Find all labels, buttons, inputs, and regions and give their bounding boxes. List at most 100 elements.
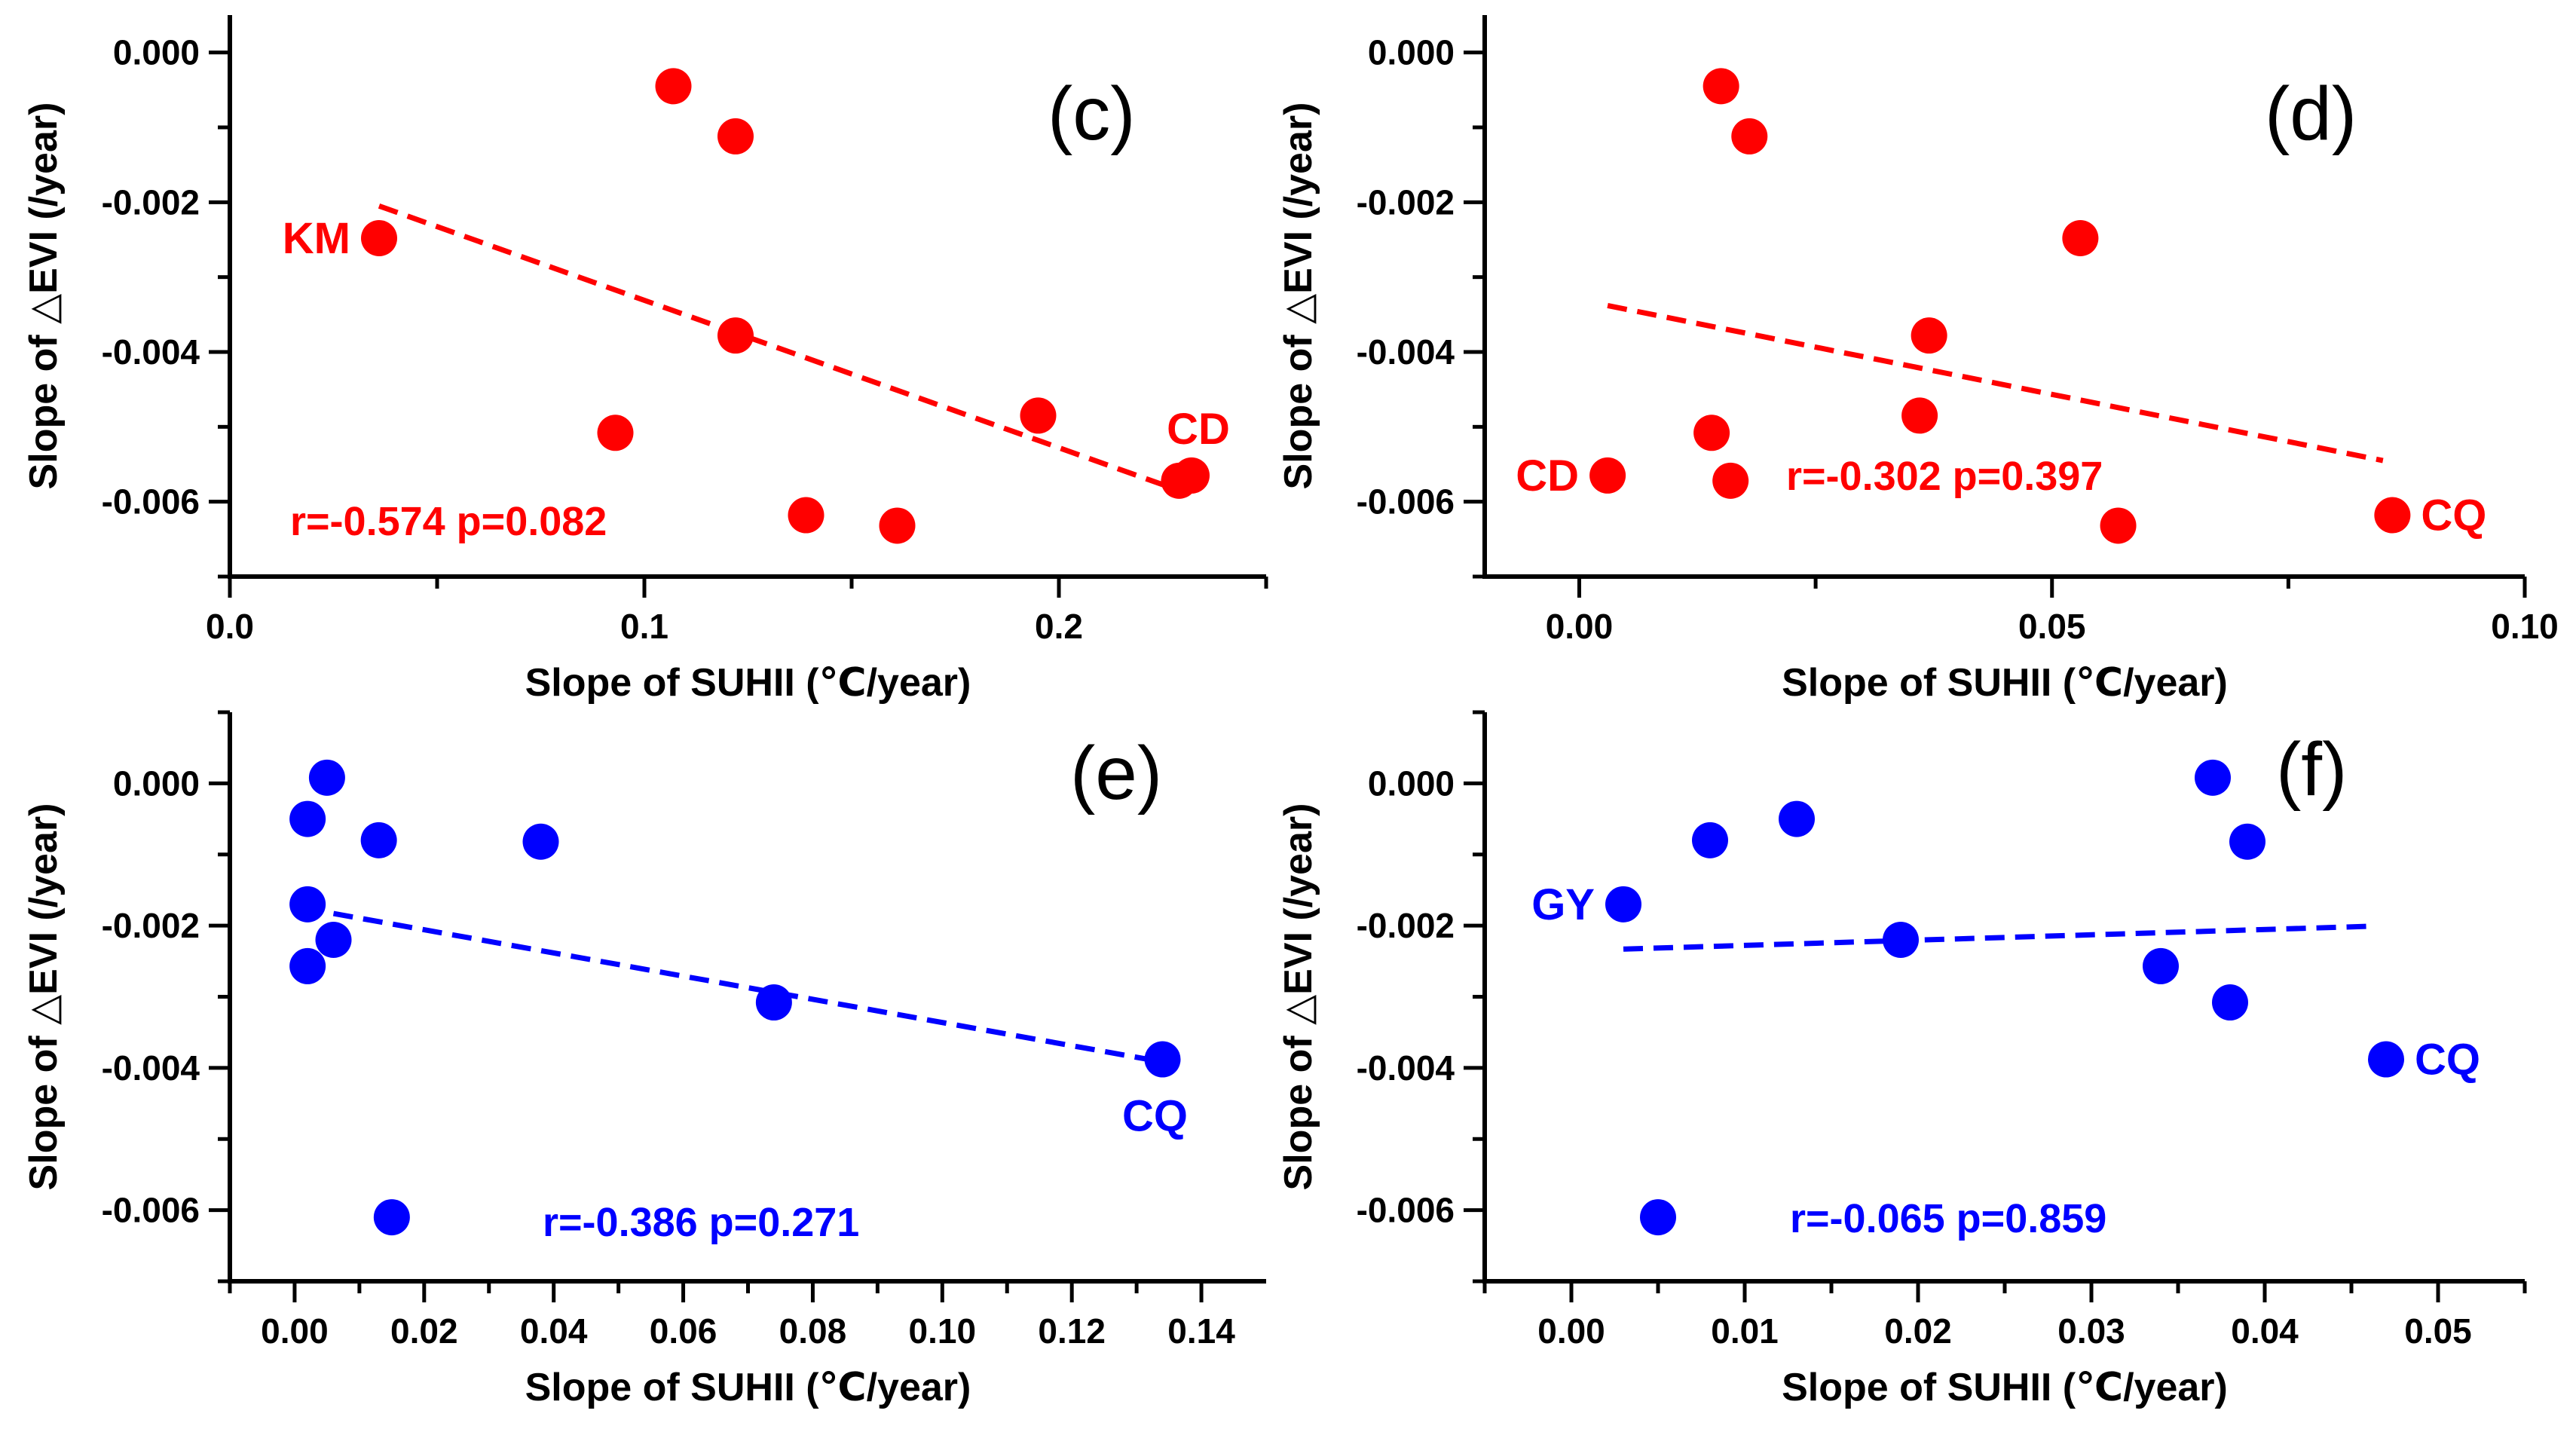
- correlation-stat: r=-0.302 p=0.397: [1786, 454, 2103, 499]
- chart-panel-3: 0.00 0.02 0.04 0.06 0.08 0.10 0.12 0.14 0.000 -0.…: [22, 710, 1266, 1409]
- x-tick-label: 0.03: [2057, 1311, 2125, 1351]
- x-tick-label: 0.06: [650, 1311, 717, 1351]
- data-point: [1693, 415, 1730, 451]
- x-tick-label: 0.00: [1546, 607, 1614, 646]
- y-tick-label: -0.006: [1357, 482, 1455, 522]
- x-tick-label: 0.1: [620, 607, 668, 646]
- data-point: [1901, 397, 1938, 434]
- point-label: CD: [1167, 405, 1230, 454]
- y-axis-title: Slope of △EVI (/year): [1277, 103, 1320, 490]
- x-tick-label: 0.00: [261, 1311, 329, 1351]
- x-tick-label: 0.01: [1711, 1311, 1779, 1351]
- data-point: [2374, 497, 2411, 534]
- data-point: [597, 415, 634, 451]
- data-point: [1173, 457, 1210, 494]
- y-tick-label: -0.004: [102, 332, 200, 372]
- panel-label: (c): [1048, 72, 1136, 156]
- y-tick-label: -0.002: [102, 906, 200, 945]
- panel-label: (d): [2265, 72, 2357, 156]
- data-point: [1020, 397, 1057, 434]
- point-label: KM: [283, 214, 350, 263]
- x-tick-label: 0.10: [2491, 607, 2559, 646]
- x-tick-label: 0.05: [2018, 607, 2086, 646]
- y-axis-title: Slope of △EVI (/year): [1277, 803, 1320, 1191]
- y-tick-label: -0.006: [102, 1191, 200, 1230]
- data-point: [2229, 823, 2265, 860]
- data-point: [1640, 1199, 1676, 1236]
- y-tick-label: -0.006: [102, 482, 200, 522]
- data-point: [1731, 118, 1768, 155]
- y-tick-label: 0.000: [1368, 763, 1455, 803]
- data-point: [2100, 507, 2137, 544]
- y-tick-label: -0.002: [1357, 906, 1455, 945]
- data-point: [755, 984, 792, 1021]
- point-label: CQ: [2415, 1036, 2480, 1085]
- data-point: [289, 947, 326, 984]
- y-tick-label: -0.004: [1357, 1048, 1455, 1088]
- data-point: [2368, 1041, 2404, 1078]
- x-tick-label: 0.04: [520, 1311, 588, 1351]
- data-point: [1605, 886, 1641, 923]
- y-tick-label: -0.006: [1357, 1191, 1455, 1230]
- point-label: CD: [1516, 451, 1579, 500]
- trend-line: [378, 203, 1180, 494]
- trend-line: [1607, 302, 2384, 464]
- y-tick-label: 0.000: [113, 763, 200, 803]
- y-axis-title: Slope of △EVI (/year): [22, 103, 66, 490]
- x-tick-label: 0.0: [206, 607, 254, 646]
- y-tick-label: 0.000: [1368, 33, 1455, 72]
- data-point: [879, 507, 916, 544]
- data-point: [1144, 1041, 1181, 1078]
- correlation-stat: r=-0.574 p=0.082: [290, 499, 607, 544]
- data-point: [1589, 457, 1626, 494]
- data-point: [308, 759, 345, 796]
- data-point: [717, 118, 754, 155]
- data-point: [373, 1199, 410, 1236]
- panel-label: (e): [1070, 731, 1162, 815]
- y-tick-label: 0.000: [113, 33, 200, 72]
- point-label: CQ: [2421, 491, 2486, 540]
- y-axis-title: Slope of △EVI (/year): [22, 803, 66, 1191]
- x-tick-label: 0.14: [1167, 1311, 1235, 1351]
- data-point: [289, 800, 326, 837]
- point-label: GY: [1531, 880, 1595, 929]
- data-point: [717, 317, 754, 354]
- x-tick-label: 0.10: [909, 1311, 977, 1351]
- chart-panel-4: 0.00 0.01 0.02 0.03 0.04 0.05 0.000 -0.002 -0.00…: [1277, 710, 2527, 1409]
- x-axis-title: Slope of SUHII (℃/year): [525, 661, 971, 705]
- y-tick-label: -0.002: [1357, 182, 1455, 222]
- x-tick-label: 0.2: [1035, 607, 1083, 646]
- x-tick-label: 0.02: [390, 1311, 458, 1351]
- y-tick-label: -0.004: [1357, 332, 1455, 372]
- data-point: [788, 497, 825, 534]
- data-point: [1692, 822, 1728, 858]
- x-tick-label: 0.12: [1038, 1311, 1106, 1351]
- data-point: [360, 822, 397, 858]
- data-point: [1883, 922, 1919, 958]
- x-axis-title: Slope of SUHII (℃/year): [1782, 661, 2228, 705]
- trend-line: [1623, 923, 2369, 952]
- panel-label: (f): [2276, 727, 2347, 812]
- data-point: [361, 220, 397, 257]
- data-point: [1779, 800, 1815, 837]
- x-tick-label: 0.04: [2231, 1311, 2299, 1351]
- point-label: CQ: [1122, 1092, 1188, 1141]
- data-point: [2062, 220, 2099, 257]
- data-point: [1712, 462, 1749, 499]
- trend-line: [332, 910, 1157, 1063]
- data-point: [315, 922, 352, 958]
- data-point: [289, 886, 326, 923]
- correlation-stat: r=-0.386 p=0.271: [543, 1200, 859, 1245]
- x-axis-title: Slope of SUHII (℃/year): [525, 1366, 971, 1409]
- x-axis-title: Slope of SUHII (℃/year): [1782, 1366, 2228, 1409]
- x-tick-label: 0.08: [779, 1311, 847, 1351]
- data-point: [2143, 947, 2179, 984]
- correlation-stat: r=-0.065 p=0.859: [1790, 1196, 2106, 1241]
- y-tick-label: -0.002: [102, 182, 200, 222]
- y-tick-label: -0.004: [102, 1048, 200, 1088]
- x-tick-label: 0.02: [1884, 1311, 1952, 1351]
- chart-panel-1: 0.0 0.1 0.2 0.000 -0.002 -0.004 -0.006 Slope of…: [22, 15, 1268, 705]
- data-point: [2212, 984, 2248, 1021]
- chart-panel-2: 0.00 0.05 0.10 0.000 -0.002 -0.004 -0.006 Slope…: [1277, 15, 2559, 705]
